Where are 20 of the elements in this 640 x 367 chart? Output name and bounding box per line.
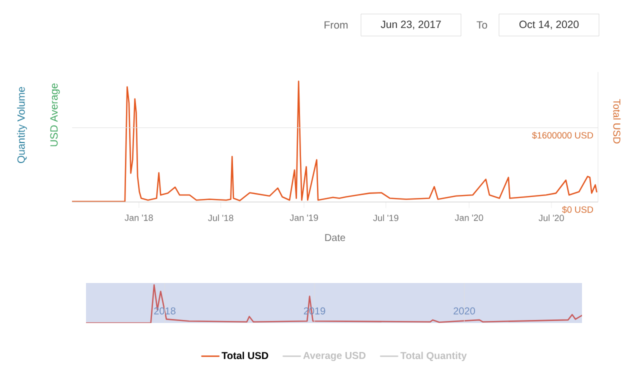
text: Quantity Volume [17, 86, 27, 164]
legend-label: Average USD [303, 352, 366, 362]
text: USD Average [50, 83, 60, 146]
y-tick-label: $1600000 USD [532, 132, 594, 140]
x-tick-label: Jul '20 [538, 214, 564, 222]
text: From [324, 21, 348, 29]
x-tick-label: Jan '20 [454, 214, 484, 221]
legend-label: Total Quantity [400, 352, 467, 362]
text: To [476, 21, 488, 29]
y-tick-label: $0 USD [562, 206, 594, 214]
x-tick-label: Jul '19 [373, 214, 398, 222]
x-tick-label: Jan '18 [124, 214, 153, 221]
x-tick-label: 2020 [454, 307, 475, 314]
x-tick-label: Jan '19 [290, 214, 318, 221]
text: Oct 14, 2020 [519, 20, 579, 30]
x-tick-label: Jul '18 [208, 214, 234, 222]
legend-label: Total USD [222, 352, 268, 360]
x-axis-title: Date [325, 234, 346, 242]
y-axis-title: Total USD [613, 99, 621, 144]
text: Jun 23, 2017 [380, 20, 441, 30]
